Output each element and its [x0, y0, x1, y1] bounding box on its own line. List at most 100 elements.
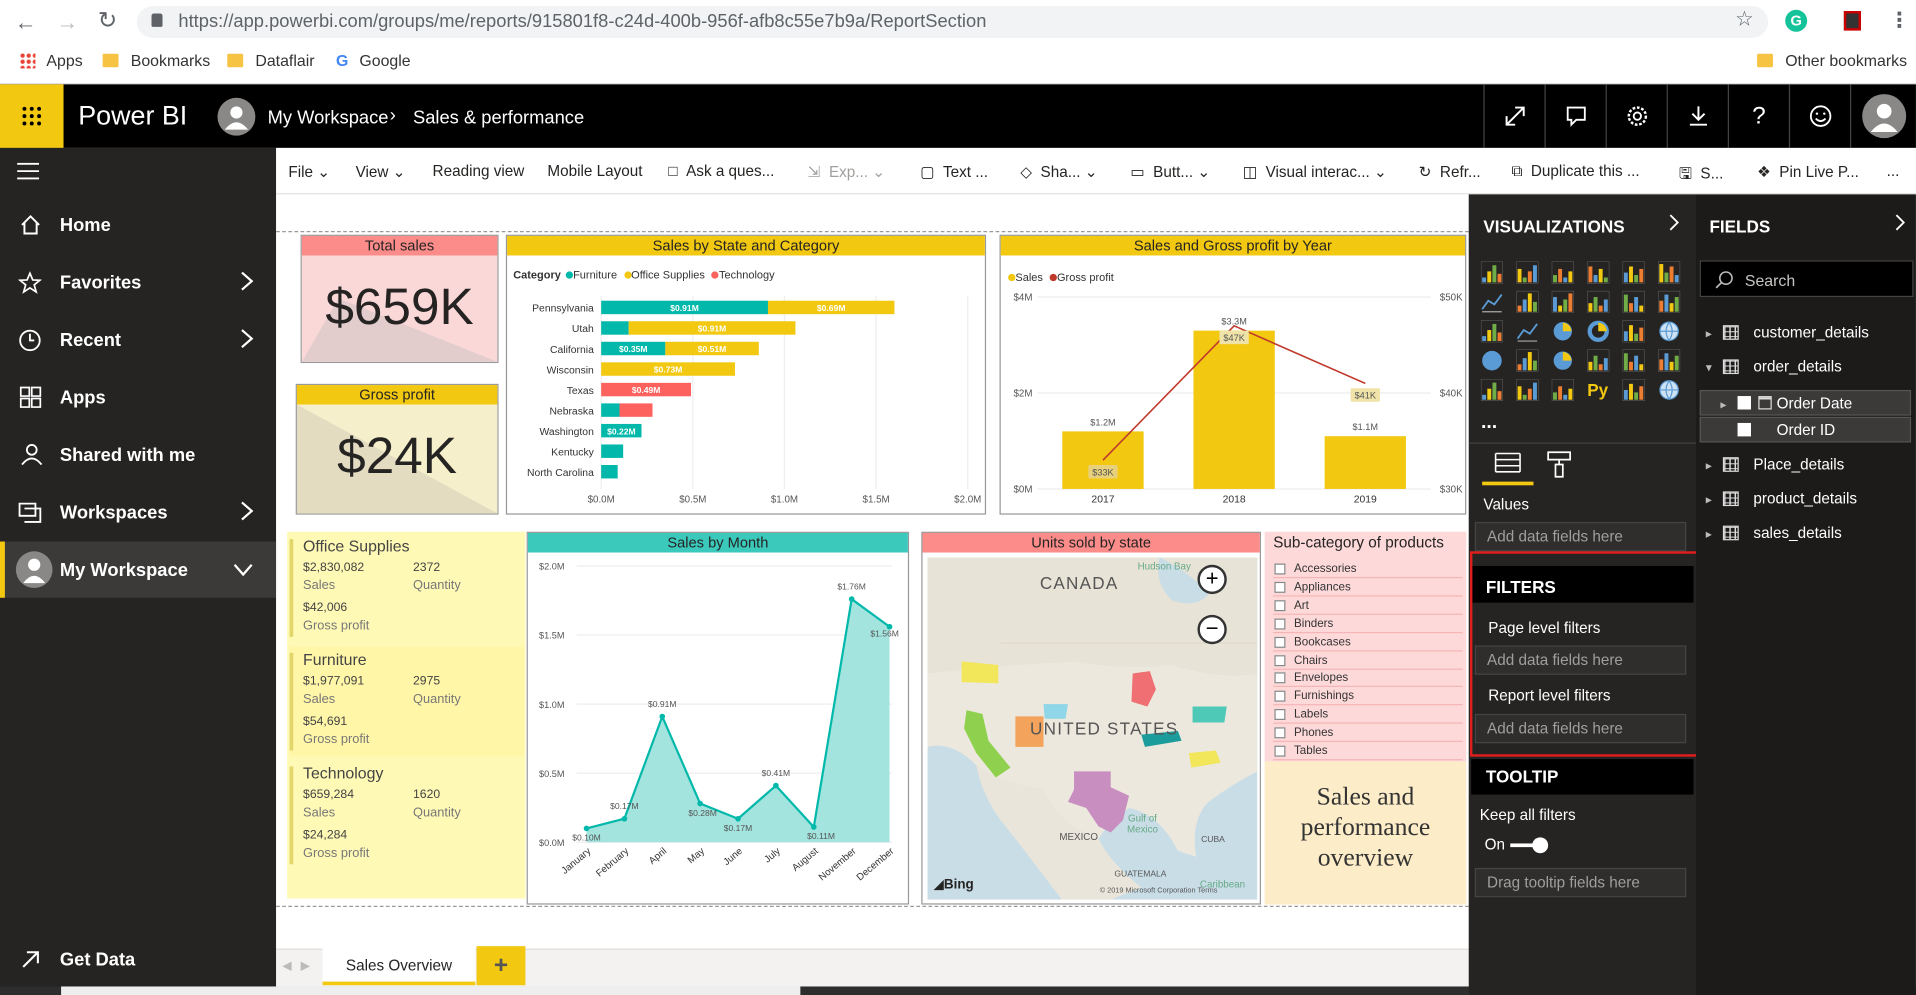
app-name[interactable]: Power BI: [78, 100, 188, 131]
toolbar-text-box[interactable]: ▢ Text ...: [920, 163, 989, 181]
toolbar-ask-question[interactable]: □ Ask a ques...: [668, 162, 775, 180]
tab-scroll-right-icon[interactable]: ▶: [300, 959, 310, 974]
expand-icon[interactable]: ▸: [1705, 459, 1712, 474]
chevron-right-icon[interactable]: [239, 500, 254, 527]
line-column-icon[interactable]: [1586, 290, 1611, 314]
back-arrow-icon[interactable]: ←: [14, 9, 37, 35]
ribbon-icon[interactable]: [1657, 290, 1682, 314]
nav-recent[interactable]: Recent: [0, 312, 276, 368]
feedback-button[interactable]: [1788, 84, 1850, 148]
slicer-checkbox[interactable]: [1274, 599, 1286, 611]
tooltip-well[interactable]: Drag tooltip fields here: [1474, 867, 1687, 898]
comments-button[interactable]: [1544, 84, 1605, 148]
zoom-out-button[interactable]: −: [1197, 614, 1227, 645]
globe-icon[interactable]: [1658, 379, 1682, 401]
scatter-icon[interactable]: [1516, 320, 1540, 342]
slicer-item[interactable]: Envelopes: [1273, 670, 1463, 688]
toolbar-pin-live-page[interactable]: ❖ Pin Live P...: [1757, 163, 1859, 181]
browser-menu-icon[interactable]: ⋮: [1889, 8, 1910, 32]
expand-icon[interactable]: ▾: [1705, 361, 1712, 376]
expand-icon[interactable]: ▸: [1705, 528, 1712, 542]
add-page-button[interactable]: +: [476, 946, 526, 986]
treemap-icon[interactable]: [1622, 319, 1647, 343]
values-well[interactable]: Add data fields here: [1474, 521, 1687, 552]
table-item[interactable]: ▾ order_details: [1706, 358, 1842, 375]
slicer-checkbox[interactable]: [1274, 654, 1286, 666]
nav-get-data[interactable]: Get Data: [0, 931, 276, 987]
stacked-bar-icon[interactable]: [1480, 261, 1505, 284]
help-button[interactable]: ?: [1727, 84, 1789, 148]
slicer-item[interactable]: Appliances: [1273, 579, 1463, 597]
slicer-item[interactable]: Chairs: [1273, 652, 1463, 670]
bookmark-dataflair[interactable]: Dataflair: [227, 51, 315, 70]
tab-scroll-left-icon[interactable]: ◀: [282, 959, 292, 974]
area-icon[interactable]: [1516, 290, 1540, 314]
slicer-item[interactable]: Tables: [1273, 743, 1463, 761]
nav-favorites[interactable]: Favorites: [0, 254, 276, 310]
bookmark-google[interactable]: G Google: [336, 51, 411, 70]
key-influencers-icon[interactable]: [1622, 378, 1647, 402]
nav-workspaces[interactable]: Workspaces: [0, 484, 276, 540]
sales-by-state-chart[interactable]: Sales by State and Category Category Fur…: [505, 234, 987, 515]
map-icon[interactable]: [1658, 320, 1682, 342]
toolbar-refresh[interactable]: ↻ Refr...: [1418, 163, 1481, 181]
slicer-item[interactable]: Bookcases: [1273, 634, 1463, 652]
nav-apps[interactable]: Apps: [0, 369, 276, 425]
clustered-column-icon[interactable]: [1586, 261, 1611, 284]
category-card[interactable]: Furniture $1,977,091 Sales 2975 Quantity $54,…: [289, 646, 525, 757]
toolbar-reading-view[interactable]: Reading view: [432, 162, 525, 180]
nav-home[interactable]: Home: [0, 197, 276, 253]
filled-map-icon[interactable]: [1481, 350, 1505, 372]
total-sales-card[interactable]: Total sales $659K: [300, 234, 499, 364]
clustered-bar-icon[interactable]: [1551, 261, 1576, 284]
toolbar-more[interactable]: ...: [1886, 162, 1900, 180]
donut-icon[interactable]: [1587, 320, 1611, 342]
scrollbar-thumb[interactable]: [61, 986, 801, 995]
slicer-checkbox[interactable]: [1274, 636, 1286, 648]
slicer-item[interactable]: Labels: [1273, 707, 1463, 724]
grammarly-extension-icon[interactable]: G: [1785, 9, 1808, 32]
toolbar-buttons[interactable]: ▭ Butt... ⌄: [1130, 163, 1211, 181]
slicer-checkbox[interactable]: [1274, 672, 1286, 684]
app-launcher-button[interactable]: [0, 84, 64, 148]
field-item[interactable]: Order ID: [1706, 422, 1835, 439]
toolbar-view[interactable]: View ⌄: [355, 163, 406, 181]
account-button[interactable]: [1849, 84, 1916, 148]
field-checkbox[interactable]: [1737, 396, 1751, 410]
expand-icon[interactable]: ▸: [1705, 493, 1712, 508]
page-filters-well[interactable]: Add data fields here: [1474, 645, 1687, 675]
toolbar-export[interactable]: ⇲ Exp... ⌄: [807, 163, 886, 181]
subcategory-slicer[interactable]: Sub-category of products Accessories Appl…: [1264, 531, 1467, 762]
table-item[interactable]: ▸ customer_details: [1706, 324, 1869, 341]
breadcrumb-report[interactable]: Sales & performance: [413, 107, 585, 129]
more-visuals-button[interactable]: ...: [1480, 411, 1498, 433]
table-item[interactable]: ▸ sales_details: [1706, 524, 1842, 541]
gross-profit-card[interactable]: Gross profit $24K: [295, 383, 499, 515]
multirow-card-icon[interactable]: [1622, 349, 1647, 372]
sales-by-year-chart[interactable]: Sales and Gross profit by Year Sales Gro…: [999, 234, 1467, 515]
address-bar[interactable]: [136, 6, 1769, 38]
slicer-item[interactable]: Art: [1273, 598, 1463, 615]
chevron-down-icon[interactable]: [232, 561, 254, 582]
slicer-icon[interactable]: [1480, 378, 1505, 402]
forward-arrow-icon[interactable]: →: [56, 9, 79, 35]
pie-icon[interactable]: [1552, 320, 1576, 342]
category-card[interactable]: Office Supplies $2,830,082 Sales 2372 Quanti…: [289, 532, 525, 643]
breadcrumb-workspace[interactable]: My Workspace: [267, 107, 389, 129]
toggle-knob[interactable]: [1532, 837, 1549, 854]
other-bookmarks[interactable]: Other bookmarks: [1757, 51, 1907, 70]
slicer-checkbox[interactable]: [1274, 745, 1286, 757]
gauge-icon[interactable]: [1552, 350, 1576, 372]
card-icon[interactable]: [1586, 349, 1611, 372]
chevron-right-icon[interactable]: [239, 270, 254, 297]
chevron-right-icon[interactable]: [239, 328, 254, 355]
tab-sales-overview[interactable]: Sales Overview: [322, 946, 476, 986]
100-column-icon[interactable]: [1657, 261, 1682, 284]
sales-by-month-chart[interactable]: Sales by Month $0.0M $0.5M $1.0M $1.5M $2.0M…: [526, 531, 910, 905]
field-item[interactable]: ▸ Order Date: [1706, 395, 1852, 412]
category-card[interactable]: Technology $659,284 Sales 1620 Quantity $24,2…: [289, 760, 525, 871]
toolbar-file[interactable]: File ⌄: [288, 163, 331, 181]
extension-icon[interactable]: [1843, 11, 1861, 31]
100-bar-icon[interactable]: [1622, 261, 1647, 284]
table-item[interactable]: ▸ product_details: [1706, 490, 1857, 507]
